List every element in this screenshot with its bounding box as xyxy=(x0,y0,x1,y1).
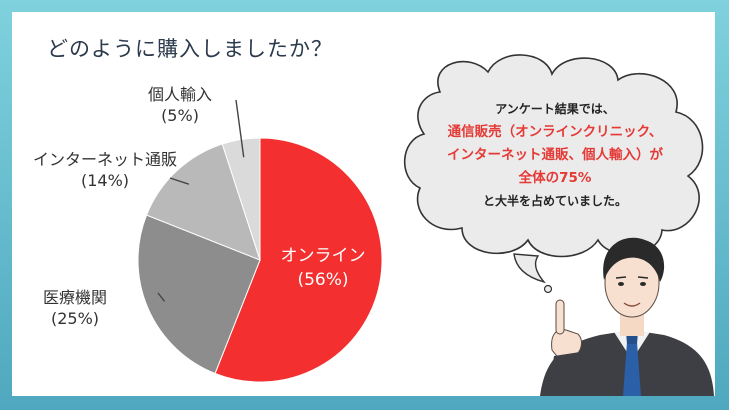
label-online: オンライン (56%) xyxy=(268,244,378,292)
speech-bubble xyxy=(403,54,704,294)
callout-line-2: 通信販売（オンラインクリニック、 xyxy=(447,124,663,140)
callout-line-1: アンケート結果では、 xyxy=(495,102,615,116)
label-online-name: オンライン xyxy=(280,246,366,266)
leader-ecommerce xyxy=(169,177,190,185)
label-import-name: 個人輸入 xyxy=(147,85,212,104)
businessman-illustration xyxy=(540,237,714,396)
label-import: 個人輸入 (5%) xyxy=(130,84,230,126)
page-title: どのように購入しましたか？ xyxy=(47,37,333,61)
label-import-value: (5%) xyxy=(161,106,199,125)
callout-line-5: と大半を占めていました。 xyxy=(482,194,627,208)
slice-online xyxy=(214,137,383,383)
label-clinic-name: 医療機関 xyxy=(42,288,107,307)
label-ecommerce-name: インターネット通販 xyxy=(32,150,177,169)
label-ecommerce: インターネット通販 (14%) xyxy=(20,149,190,191)
label-ecommerce-value: (14%) xyxy=(80,171,130,190)
label-online-value: (56%) xyxy=(297,270,349,290)
bubble-tail xyxy=(513,253,546,284)
callout-line-4: 全体の75% xyxy=(518,170,592,186)
label-clinic-value: (25%) xyxy=(50,309,100,328)
callout-text: アンケート結果では、 通信販売（オンラインクリニック、 インターネット通販、個人… xyxy=(405,98,705,213)
slice-clinic xyxy=(137,214,261,375)
leader-clinic xyxy=(157,292,166,302)
callout-line-3: インターネット通販、個人輸入）が xyxy=(447,147,663,163)
label-clinic: 医療機関 (25%) xyxy=(20,287,130,329)
leader-import xyxy=(235,99,245,158)
bubble-outline xyxy=(403,54,704,258)
